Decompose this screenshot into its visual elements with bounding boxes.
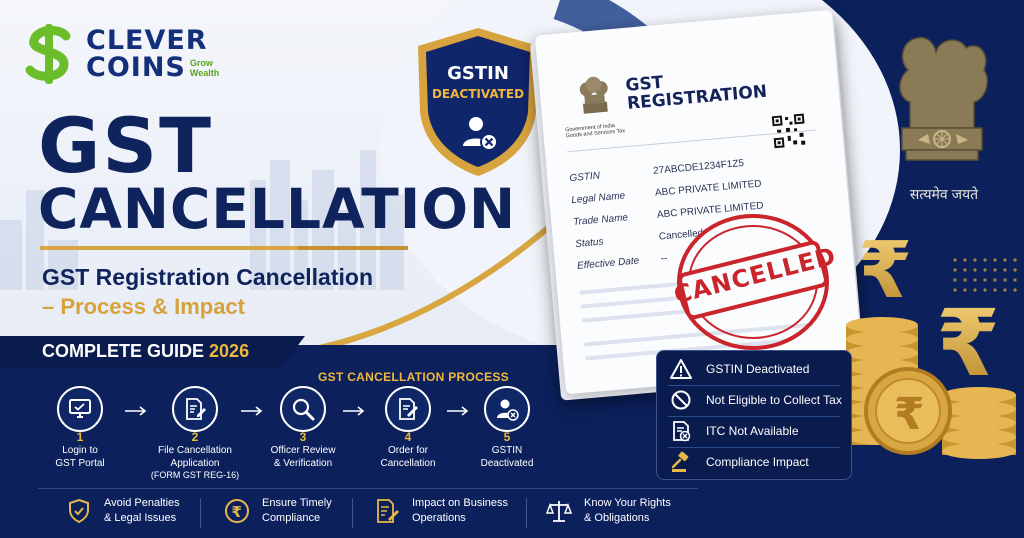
gstin-deactivated-badge (418, 28, 538, 176)
user-cancel-icon (463, 117, 498, 151)
step-1-number: 1 (76, 430, 84, 444)
arrow-right-icon (447, 406, 469, 416)
step-3-number: 3 (299, 430, 307, 444)
badge-line1: GSTIN (447, 63, 509, 84)
brand-name-line1: CLEVER (86, 25, 208, 56)
impact-label: ITC Not Available (706, 424, 799, 438)
step-5-label: GSTIN Deactivated (480, 445, 534, 469)
government-label: Government of India Goods and Services T… (564, 123, 626, 140)
clever-coins-logo: CLEVER COINS Grow Wealth (20, 22, 230, 86)
warning-icon (670, 359, 692, 379)
benefit-divider (352, 498, 353, 528)
guide-label: COMPLETE GUIDE (42, 341, 205, 361)
impact-divider (668, 385, 840, 386)
guide-banner-text: COMPLETE GUIDE 2026 (42, 341, 249, 362)
document-edit-icon (186, 398, 206, 420)
step-1-label: Login to GST Portal (55, 445, 105, 469)
subtitle-line2: – Process & Impact (42, 294, 245, 319)
document-pen-icon (377, 498, 399, 523)
guide-year: 2026 (209, 341, 250, 361)
impact-item-itc: ITC Not Available (670, 420, 799, 442)
emblem-motto: सत्यमेव जयते (909, 186, 979, 202)
impact-item-not-eligible: Not Eligible to Collect Tax (670, 389, 842, 411)
field-effective-date: Effective Date -- (576, 252, 668, 272)
city-skyline-graphic (0, 150, 404, 290)
svg-text:₹: ₹ (232, 503, 242, 521)
dollar-sign-icon (25, 24, 71, 84)
certificate-title: GST REGISTRATION (624, 72, 768, 114)
headline-line2: CANCELLATION (38, 177, 517, 241)
step-2-circle (172, 386, 218, 432)
shield-check-icon (69, 498, 89, 523)
impact-item-compliance: Compliance Impact (670, 451, 809, 473)
monitor-icon (69, 399, 91, 418)
subtitle-line1: GST Registration Cancellation (42, 264, 373, 290)
step-4-number: 4 (404, 430, 412, 444)
guide-banner (0, 336, 305, 368)
benefit-know-rights: Know Your Rights & Obligations (546, 496, 671, 526)
impact-panel (656, 350, 852, 480)
svg-text:₹: ₹ (894, 389, 925, 440)
step-4-label: Order for Cancellation (380, 445, 436, 469)
gst-registration-certificate: Government of India Goods and Services T… (534, 9, 864, 395)
benefit-avoid-penalties: Avoid Penalties & Legal Issues (66, 496, 180, 526)
impact-label: Not Eligible to Collect Tax (706, 393, 842, 407)
impact-divider (668, 416, 840, 417)
badge-text: GSTIN DEACTIVATED (410, 64, 546, 101)
badge-line2: DEACTIVATED (431, 86, 525, 101)
benefit-business-impact: Impact on Business Operations (374, 496, 508, 526)
impact-label: GSTIN Deactivated (706, 362, 810, 376)
gavel-icon (671, 451, 689, 472)
step-3-label: Officer Review & Verification (270, 445, 336, 469)
arrow-right-icon (241, 406, 263, 416)
field-gstin: GSTIN27ABCDE1234F1Z5 (568, 157, 745, 185)
benefits-bar (38, 488, 698, 532)
step-4-circle (385, 386, 431, 432)
step-5-circle (484, 386, 530, 432)
document-cancel-icon (673, 421, 691, 442)
step-5-number: 5 (503, 430, 511, 444)
benefit-timely-compliance: ₹ Ensure Timely Compliance (224, 496, 332, 526)
impact-divider (668, 447, 840, 448)
rupee-circle-icon: ₹ (225, 498, 249, 523)
brand-tagline: Grow Wealth (189, 58, 220, 78)
impact-item-gstin-deactivated: GSTIN Deactivated (670, 358, 809, 380)
ashoka-emblem-icon (579, 76, 608, 114)
cancelled-stamp (677, 214, 829, 350)
order-document-icon (399, 398, 418, 420)
step-1-circle (57, 386, 103, 432)
dot-pattern (953, 258, 1017, 292)
headline-line1: GST (38, 101, 213, 190)
process-title: GST CANCELLATION PROCESS (318, 370, 509, 384)
national-emblem-icon (899, 36, 988, 161)
step-2-number: 2 (191, 430, 199, 444)
magnifier-icon (292, 398, 315, 421)
prohibited-icon (671, 390, 691, 410)
svg-text:₹: ₹ (936, 290, 1000, 397)
step-3-circle (280, 386, 326, 432)
scales-icon (546, 500, 572, 522)
headline-underline (40, 246, 408, 250)
arrow-right-icon (125, 406, 147, 416)
step-2-label: File Cancellation Application (FORM GST … (150, 445, 240, 480)
user-cancel-icon (497, 399, 519, 421)
svg-text:₹: ₹ (858, 226, 912, 316)
gold-coins-rupee-graphic: ₹ ₹ ₹ (846, 226, 1016, 459)
impact-label: Compliance Impact (706, 455, 809, 469)
benefit-divider (200, 498, 201, 528)
arrow-right-icon (343, 406, 365, 416)
benefit-divider (526, 498, 527, 528)
brand-name-line2: COINS (86, 52, 186, 83)
